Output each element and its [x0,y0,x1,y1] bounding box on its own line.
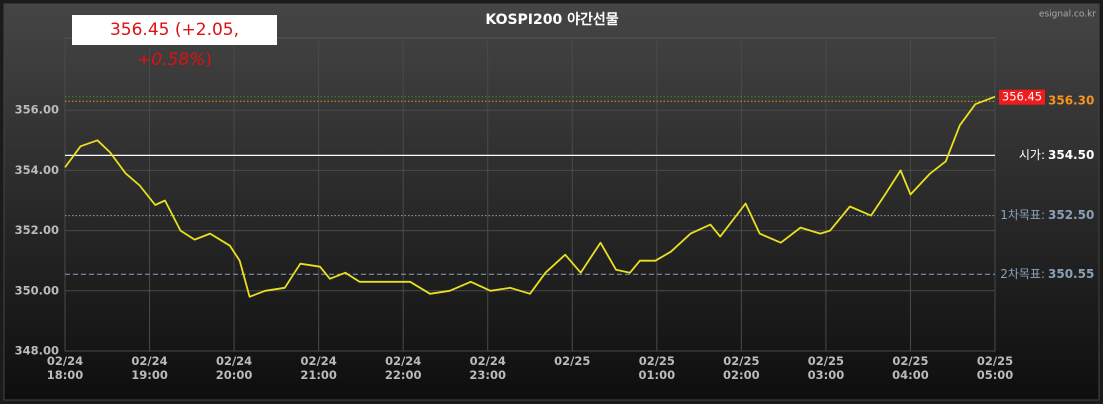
level-name: 2차목표: [1000,267,1045,281]
x-tick-label: 02/24 21:00 [300,354,337,382]
watermark: esignal.co.kr [1039,10,1096,20]
y-tick-label: 348.00 [15,344,59,358]
x-tick-label: 02/24 22:00 [384,354,422,382]
level-value: 352.50 [1048,208,1094,222]
price-header: 356.45 (+2.05, +0.58%) [72,15,277,70]
level-name: 1차목표: [1000,208,1045,222]
x-tick-label: 02/24 18:00 [46,354,84,382]
current-label: 356.45 [1002,90,1042,104]
header-pct: +0.58% [137,50,206,70]
chart-title: KOSPI200 야간선물 [485,11,618,28]
x-tick-label: 02/24 23:00 [469,354,507,382]
x-tick-label: 02/25 04:00 [892,354,929,382]
x-tick-label: 02/25 03:00 [807,354,845,382]
y-tick-label: 352.00 [15,223,59,237]
x-tick-label: 02/24 20:00 [215,354,253,382]
header-text: 356.45 (+2.05, [109,20,240,40]
level-value: 356.30 [1048,94,1094,108]
y-tick-label: 356.00 [15,103,59,117]
y-tick-label: 354.00 [15,163,59,177]
x-tick-label: 02/25 02:00 [723,354,760,382]
x-tick-label: 02/25 [554,354,591,368]
level-value: 354.50 [1048,148,1094,162]
x-tick-label: 02/24 19:00 [131,354,168,382]
level-name: 시가: [1019,148,1045,162]
current-box [999,89,1045,105]
x-tick-label: 02/25 01:00 [638,354,676,382]
y-tick-label: 350.00 [15,283,59,297]
background [3,3,1100,401]
level-value: 350.55 [1048,267,1094,281]
price-line [64,95,996,298]
header-close: ) [205,50,212,70]
x-tick-label: 02/25 05:00 [976,354,1014,382]
